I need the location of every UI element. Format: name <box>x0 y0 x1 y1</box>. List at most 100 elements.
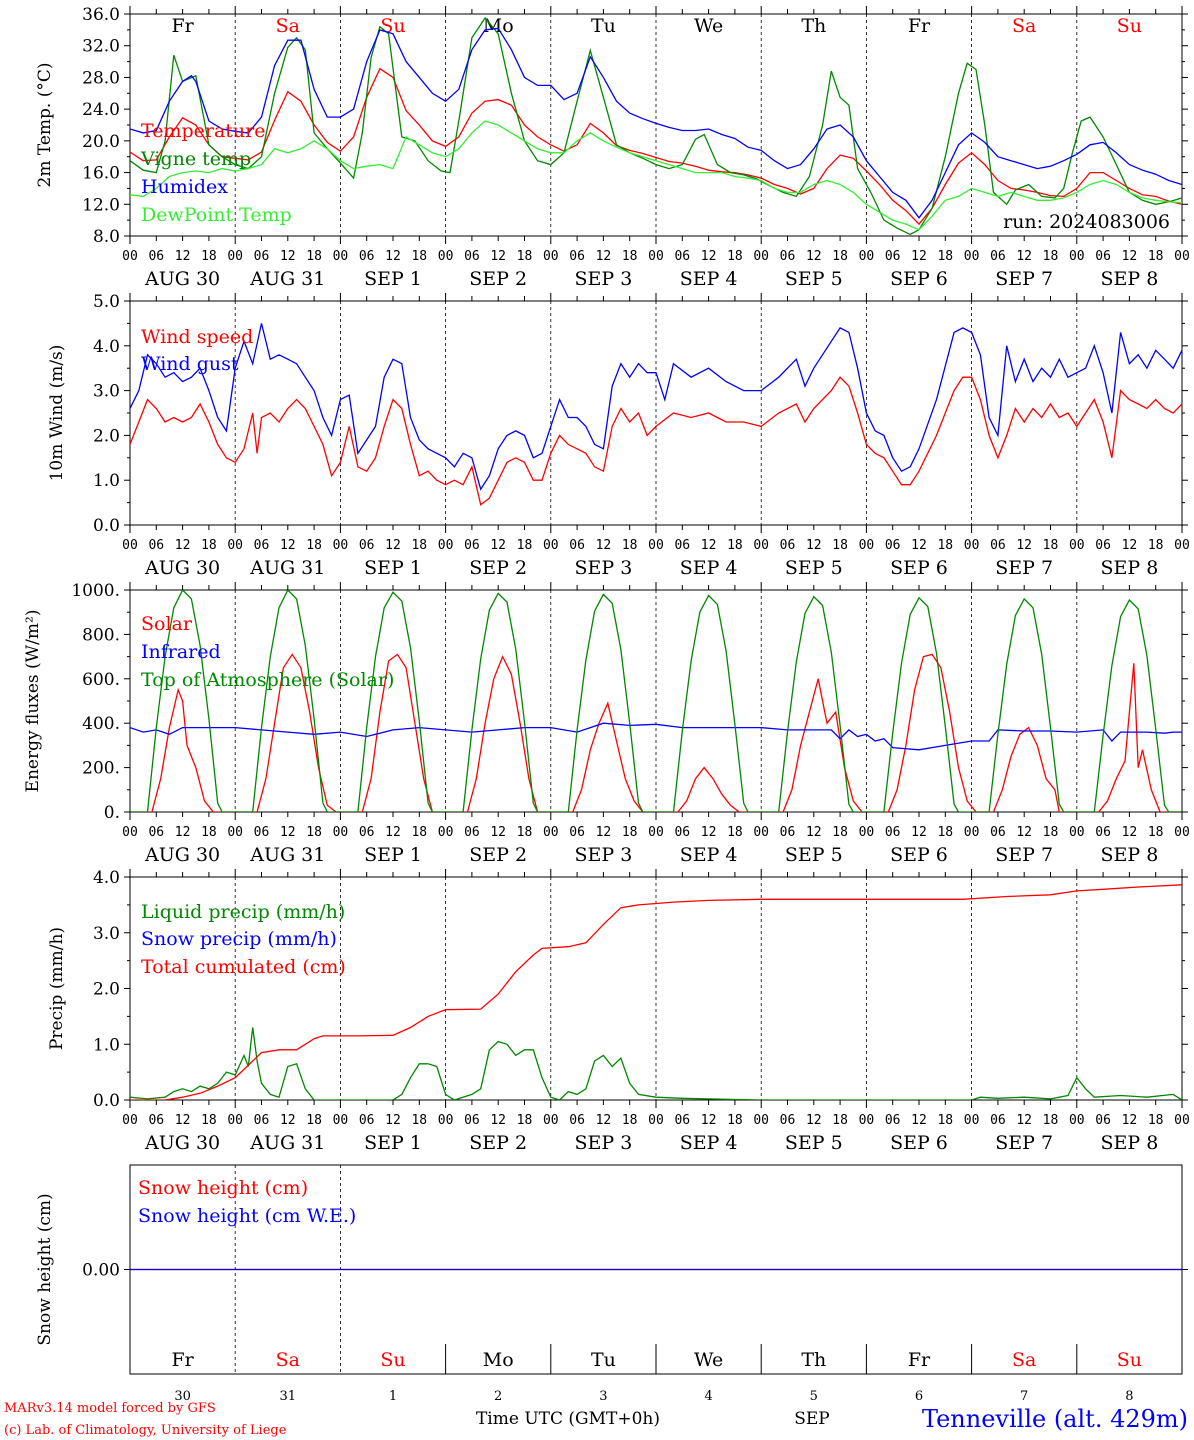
hour-tick-label: 00 <box>964 1113 980 1128</box>
hour-tick-label: 18 <box>201 538 217 553</box>
series-line-vigne-temp <box>130 16 1182 236</box>
hour-tick-label: 06 <box>990 825 1006 840</box>
y-tick-label: 20.0 <box>82 132 120 152</box>
legend-entry: Snow height (cm) <box>138 1177 308 1199</box>
credit-line-1: MARv3.14 model forced by GFS <box>4 1401 216 1416</box>
weekday-label: Th <box>801 15 826 37</box>
hour-tick-label: 18 <box>727 825 743 840</box>
date-label: SEP 4 <box>680 268 738 290</box>
hour-tick-label: 00 <box>543 825 559 840</box>
date-label: AUG 31 <box>249 557 325 579</box>
date-label: SEP 1 <box>364 1132 422 1154</box>
legend-entry: Wind gust <box>141 353 239 375</box>
weekday-label: Su <box>1117 15 1142 37</box>
hour-tick-label: 06 <box>885 1113 901 1128</box>
hour-tick-label: 00 <box>438 249 454 264</box>
hour-tick-label: 18 <box>411 249 427 264</box>
y-tick-label: 12.0 <box>82 195 120 215</box>
hour-tick-label: 00 <box>1174 249 1190 264</box>
hour-tick-label: 18 <box>1043 825 1059 840</box>
hour-tick-label: 18 <box>937 538 953 553</box>
hour-tick-label: 18 <box>937 825 953 840</box>
hour-tick-label: 00 <box>859 249 875 264</box>
hour-tick-label: 12 <box>806 249 822 264</box>
series-group <box>130 16 1182 236</box>
hour-tick-label: 12 <box>490 1113 506 1128</box>
hour-tick-label: 12 <box>175 249 191 264</box>
legend-entry: Liquid precip (mm/h) <box>141 901 345 923</box>
hour-tick-label: 06 <box>885 538 901 553</box>
y-axis-label: Energy fluxes (W/m²) <box>23 610 43 793</box>
date-label: SEP 4 <box>680 557 738 579</box>
date-label: SEP 7 <box>995 844 1053 866</box>
y-axis-label: Precip (mm/h) <box>47 927 67 1050</box>
hour-tick-label: 00 <box>333 538 349 553</box>
date-label: SEP 2 <box>469 268 527 290</box>
date-label: SEP 4 <box>680 844 738 866</box>
hour-tick-label: 00 <box>753 1113 769 1128</box>
hour-tick-label: 12 <box>701 825 717 840</box>
weekday-label: Fr <box>908 1349 931 1371</box>
date-label: SEP 2 <box>469 844 527 866</box>
run-annotation: run: 2024083006 <box>1003 211 1170 233</box>
hour-tick-label: 18 <box>1148 538 1164 553</box>
panel-3: 1000. 800. 600. 400. 200. 0. Energy fluxes (W/… <box>23 581 1190 866</box>
hour-tick-label: 00 <box>964 249 980 264</box>
hour-tick-label: 12 <box>911 1113 927 1128</box>
hour-tick-label: 06 <box>359 1113 375 1128</box>
hour-tick-label: 12 <box>1122 1113 1138 1128</box>
date-label: SEP 5 <box>785 557 843 579</box>
hour-tick-label: 00 <box>1069 249 1085 264</box>
panel-2: 5.0 4.0 3.0 2.0 1.0 0.0 10m Wind (m/s) 00 06 12 18… <box>47 292 1190 579</box>
hour-tick-label: 18 <box>622 538 638 553</box>
day-number-label: 4 <box>704 1389 712 1404</box>
hour-tick-label: 18 <box>622 1113 638 1128</box>
hour-tick-label: 06 <box>674 1113 690 1128</box>
series-line-solar <box>130 653 1182 812</box>
hour-tick-label: 18 <box>727 538 743 553</box>
panel-1: 36.0 32.0 28.0 24.0 20.0 16.0 12.0 8.0 2m Temp. … <box>35 5 1190 290</box>
y-axis-label: Snow height (cm) <box>35 1193 55 1345</box>
hour-tick-label: 00 <box>438 1113 454 1128</box>
series-line-temperature <box>130 67 1182 226</box>
legend-entry: Temperature <box>141 120 265 142</box>
hour-tick-label: 12 <box>385 538 401 553</box>
hour-tick-label: 12 <box>911 249 927 264</box>
hour-tick-label: 06 <box>148 249 164 264</box>
date-label: AUG 30 <box>144 268 220 290</box>
hour-tick-label: 12 <box>1122 249 1138 264</box>
hour-tick-label: 12 <box>490 249 506 264</box>
hour-tick-label: 06 <box>148 538 164 553</box>
series-line-wind-gust <box>130 323 1182 491</box>
y-tick-label: 1.0 <box>93 1035 120 1055</box>
y-tick-label: 1.0 <box>93 471 120 491</box>
hour-tick-label: 12 <box>911 825 927 840</box>
hour-tick-label: 06 <box>780 249 796 264</box>
series-group <box>130 884 1182 1100</box>
date-label: SEP 4 <box>680 1132 738 1154</box>
hour-tick-label: 00 <box>1069 1113 1085 1128</box>
hour-tick-label: 18 <box>306 825 322 840</box>
hour-tick-label: 06 <box>254 1113 270 1128</box>
weekday-label: Tu <box>591 1349 616 1371</box>
hour-tick-label: 18 <box>517 825 533 840</box>
panel-5: 0.00 Snow height (cm) Snow height (cm) Snow… <box>35 1164 1188 1404</box>
hour-tick-label: 12 <box>596 825 612 840</box>
hour-tick-label: 18 <box>832 825 848 840</box>
y-tick-label: 4.0 <box>93 868 120 888</box>
hour-tick-label: 18 <box>937 249 953 264</box>
hour-tick-label: 06 <box>990 249 1006 264</box>
hour-tick-label: 18 <box>622 249 638 264</box>
hour-tick-label: 06 <box>464 825 480 840</box>
hour-tick-label: 12 <box>175 825 191 840</box>
hour-tick-label: 06 <box>254 249 270 264</box>
hour-tick-label: 06 <box>359 538 375 553</box>
series-line-humidex <box>130 27 1182 219</box>
hour-tick-label: 00 <box>1174 538 1190 553</box>
hour-tick-label: 00 <box>333 249 349 264</box>
hour-tick-label: 06 <box>148 825 164 840</box>
date-label: SEP 1 <box>364 844 422 866</box>
hour-tick-label: 00 <box>964 538 980 553</box>
date-label: SEP 3 <box>574 1132 632 1154</box>
y-tick-label: 0. <box>104 803 120 823</box>
